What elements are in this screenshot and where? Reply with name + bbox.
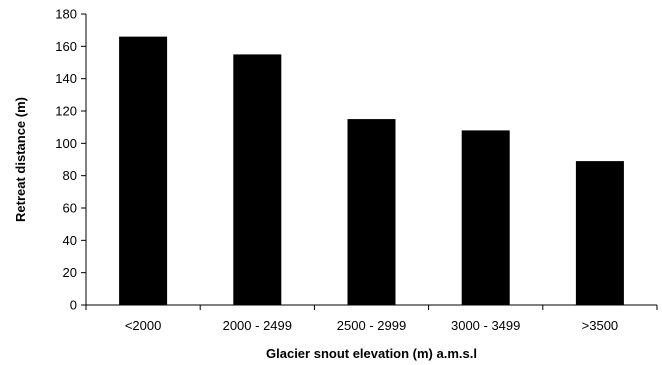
y-tick-label: 60 bbox=[63, 201, 77, 216]
bar bbox=[347, 119, 396, 305]
x-tick-label: <2000 bbox=[125, 318, 162, 333]
bar bbox=[461, 130, 510, 305]
x-tick-label: 2000 - 2499 bbox=[223, 318, 292, 333]
bar bbox=[575, 161, 624, 305]
y-tick-label: 40 bbox=[63, 233, 77, 248]
bars bbox=[119, 36, 624, 306]
y-tick-label: 0 bbox=[70, 298, 77, 313]
y-axis-title: Retreat distance (m) bbox=[13, 97, 28, 222]
y-tick-label: 140 bbox=[55, 71, 77, 86]
x-tick-label: 2500 - 2999 bbox=[337, 318, 406, 333]
y-tick-label: 180 bbox=[55, 7, 77, 22]
x-tick-label: >3500 bbox=[582, 318, 619, 333]
y-tick-label: 20 bbox=[63, 265, 77, 280]
y-tick-label: 160 bbox=[55, 39, 77, 54]
x-axis-title: Glacier snout elevation (m) a.m.s.l bbox=[266, 346, 477, 361]
x-tick-label: 3000 - 3499 bbox=[451, 318, 520, 333]
x-axis-ticks: <2000 2000 - 2499 2500 - 2999 3000 - 3499 >3… bbox=[85, 305, 658, 333]
bar bbox=[233, 54, 282, 305]
y-tick-label: 120 bbox=[55, 104, 77, 119]
y-axis-ticks: 0 20 40 60 80 100 120 140 160 180 bbox=[55, 7, 86, 313]
bar bbox=[119, 36, 168, 306]
y-tick-label: 100 bbox=[55, 136, 77, 151]
y-tick-label: 80 bbox=[63, 168, 77, 183]
